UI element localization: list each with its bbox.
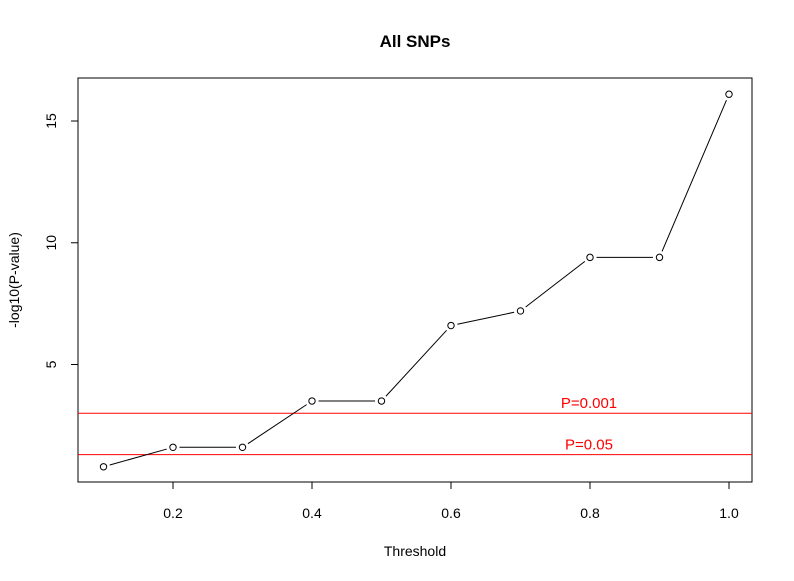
x-axis-label: Threshold: [384, 543, 446, 559]
x-tick-label: 1.0: [719, 505, 739, 521]
series-line-segment: [109, 448, 167, 466]
data-point: [238, 443, 247, 451]
series-line-segment: [385, 329, 447, 397]
reference-line-label-1: P=0.05: [565, 437, 613, 454]
series-line-segment: [661, 100, 727, 252]
series-line-segment: [247, 404, 307, 445]
x-tick-label: 0.8: [580, 505, 600, 521]
y-axis-label: -log10(P-value): [6, 232, 22, 328]
x-axis: 0.2 0.4 0.6 0.8 1.0: [163, 481, 739, 521]
series-group: [99, 90, 733, 471]
reference-lines: P=0.001 P=0.05: [78, 395, 752, 456]
series-line-segment: [525, 260, 586, 308]
y-axis: 5 10 15: [43, 113, 79, 368]
data-point: [377, 397, 386, 405]
data-point: [447, 321, 455, 330]
chart-title: All SNPs: [380, 32, 451, 51]
data-point: [169, 443, 177, 451]
y-tick-label: 5: [43, 360, 59, 368]
reference-line-label-0: P=0.001: [561, 395, 617, 412]
x-tick-label: 0.2: [163, 505, 183, 521]
plot-frame: [77, 77, 753, 483]
y-tick-label: 10: [43, 235, 59, 251]
data-point: [655, 253, 664, 262]
x-tick-label: 0.4: [302, 505, 322, 521]
data-point: [99, 463, 108, 471]
y-tick-label: 15: [43, 113, 59, 129]
data-point: [586, 253, 594, 262]
data-point: [516, 307, 525, 315]
data-point: [308, 397, 316, 405]
x-tick-label: 0.6: [441, 505, 461, 521]
series-line-segment: [457, 311, 515, 325]
data-point: [725, 90, 733, 98]
